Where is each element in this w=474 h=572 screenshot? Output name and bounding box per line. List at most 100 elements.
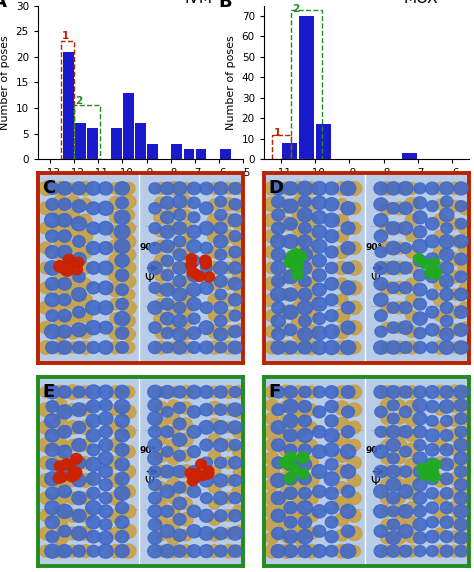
Circle shape (215, 315, 227, 327)
Circle shape (214, 223, 227, 234)
Circle shape (233, 324, 246, 336)
Circle shape (426, 487, 438, 499)
Circle shape (208, 545, 221, 558)
Circle shape (187, 327, 201, 339)
Circle shape (413, 399, 427, 412)
Circle shape (45, 293, 60, 307)
Circle shape (66, 456, 79, 469)
Circle shape (298, 261, 312, 275)
Circle shape (341, 321, 355, 334)
Circle shape (149, 322, 161, 333)
Circle shape (173, 402, 186, 414)
Circle shape (459, 506, 472, 517)
Circle shape (61, 263, 72, 273)
Circle shape (341, 202, 355, 215)
Text: 2: 2 (292, 4, 300, 14)
Circle shape (304, 214, 318, 227)
Circle shape (292, 269, 303, 280)
Circle shape (400, 466, 412, 477)
Circle shape (116, 299, 128, 310)
Circle shape (325, 198, 339, 211)
Circle shape (374, 505, 388, 518)
Circle shape (312, 505, 327, 518)
Circle shape (87, 545, 100, 557)
Circle shape (412, 240, 428, 253)
Circle shape (214, 510, 227, 522)
Circle shape (313, 386, 326, 398)
Circle shape (58, 309, 71, 322)
Circle shape (386, 465, 400, 478)
Circle shape (53, 386, 68, 399)
Circle shape (374, 261, 388, 275)
Bar (282, 142, 297, 159)
Circle shape (427, 415, 438, 426)
Circle shape (201, 492, 212, 503)
Circle shape (116, 502, 128, 514)
Circle shape (179, 315, 192, 327)
Circle shape (312, 181, 327, 195)
Circle shape (58, 263, 69, 273)
Circle shape (53, 195, 68, 208)
Circle shape (292, 545, 305, 557)
Circle shape (264, 464, 280, 479)
Circle shape (87, 530, 100, 543)
Circle shape (448, 472, 462, 485)
Circle shape (326, 263, 338, 273)
Circle shape (180, 209, 192, 220)
Circle shape (160, 240, 174, 253)
Circle shape (380, 202, 394, 215)
Circle shape (448, 271, 462, 283)
Circle shape (272, 527, 285, 539)
Circle shape (381, 452, 393, 464)
Circle shape (179, 498, 192, 509)
Circle shape (187, 267, 198, 277)
Circle shape (160, 197, 174, 209)
Circle shape (200, 281, 213, 295)
Circle shape (208, 261, 221, 275)
Circle shape (38, 181, 54, 196)
Circle shape (54, 492, 67, 505)
Circle shape (393, 532, 406, 544)
Circle shape (405, 400, 419, 412)
Circle shape (166, 545, 181, 558)
Circle shape (440, 531, 453, 543)
Circle shape (265, 182, 279, 195)
Circle shape (272, 196, 285, 208)
Circle shape (233, 182, 246, 194)
Circle shape (426, 235, 439, 248)
Circle shape (200, 255, 210, 265)
Circle shape (280, 253, 293, 265)
Circle shape (180, 328, 192, 340)
Circle shape (387, 400, 399, 411)
Circle shape (283, 305, 298, 319)
Circle shape (99, 479, 112, 491)
Circle shape (325, 415, 338, 427)
Circle shape (335, 386, 349, 398)
Circle shape (73, 421, 86, 434)
Circle shape (334, 401, 349, 415)
Circle shape (232, 235, 246, 248)
Circle shape (73, 271, 85, 283)
Circle shape (79, 278, 91, 289)
Circle shape (400, 406, 412, 418)
Circle shape (78, 229, 92, 243)
Circle shape (66, 327, 80, 339)
Circle shape (458, 479, 472, 491)
Circle shape (387, 322, 400, 333)
Circle shape (179, 222, 192, 235)
Circle shape (458, 261, 472, 275)
Circle shape (386, 222, 401, 235)
Circle shape (346, 261, 362, 275)
Circle shape (386, 478, 401, 491)
Circle shape (381, 322, 393, 333)
Circle shape (279, 305, 294, 319)
Circle shape (148, 341, 162, 353)
Circle shape (425, 268, 436, 279)
Circle shape (215, 404, 227, 415)
Circle shape (78, 181, 93, 196)
Circle shape (173, 222, 187, 235)
Circle shape (381, 440, 393, 451)
Circle shape (279, 385, 294, 399)
Circle shape (46, 401, 59, 412)
Circle shape (167, 243, 180, 253)
